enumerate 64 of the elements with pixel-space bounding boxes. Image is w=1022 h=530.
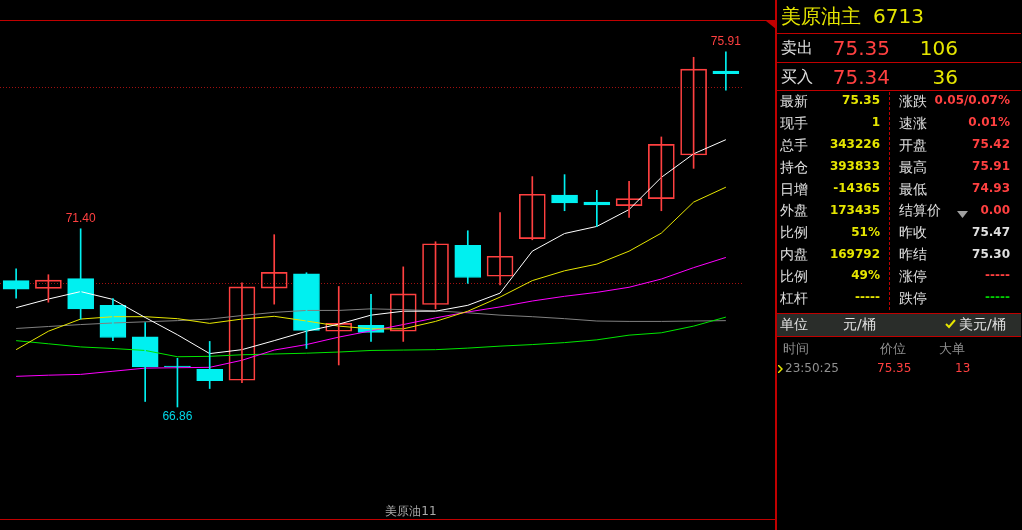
text: 外盘 xyxy=(780,201,808,220)
text: -14365 xyxy=(833,180,880,197)
text: 13 xyxy=(955,361,971,377)
text: 买入 xyxy=(781,66,813,88)
text: ----- xyxy=(985,268,1010,284)
candlestick xyxy=(2,268,30,299)
text: 最低 xyxy=(899,179,927,198)
text: 涨停 xyxy=(899,267,927,286)
candlestick xyxy=(454,230,482,284)
text: 价位 xyxy=(880,340,906,358)
text: 173435 xyxy=(829,202,880,219)
text: 大单 xyxy=(939,340,965,358)
text: 75.91 xyxy=(972,158,1010,175)
text: 时间 xyxy=(783,340,809,358)
text: 36 xyxy=(932,64,958,90)
text: 杠杆 xyxy=(780,289,808,308)
text: 日增 xyxy=(780,179,808,198)
text: 最高 xyxy=(899,157,927,176)
text: 75.34 xyxy=(832,64,890,90)
text: 75.35 xyxy=(877,361,912,377)
text: 现手 xyxy=(780,113,808,132)
text: 1 xyxy=(871,115,880,131)
text: 总手 xyxy=(780,135,808,154)
annotation: 75.91 xyxy=(710,34,742,49)
text: 内盘 xyxy=(780,245,808,264)
annotation: 71.40 xyxy=(65,211,96,226)
text: 比例 xyxy=(780,223,808,242)
text: 速涨 xyxy=(899,113,927,132)
text: 单位 xyxy=(780,314,808,334)
text: 23:50:25 xyxy=(785,361,839,377)
text: 昨结 xyxy=(899,245,927,264)
text: 75.35 xyxy=(832,35,890,61)
text: 343226 xyxy=(829,137,880,153)
text: 元/桶 xyxy=(843,314,876,334)
text: 最新 xyxy=(780,91,808,111)
text: 昨收 xyxy=(899,223,927,242)
text: 结算价 xyxy=(899,201,941,220)
text: 开盘 xyxy=(899,135,927,154)
text: 75.42 xyxy=(972,137,1010,153)
text: 6713 xyxy=(873,4,924,28)
candlestick xyxy=(196,341,224,389)
text: 49% xyxy=(851,268,880,284)
text: 涨跌 xyxy=(899,91,927,111)
text: ----- xyxy=(855,290,880,306)
text: ----- xyxy=(985,290,1010,306)
text: 跌停 xyxy=(899,289,927,308)
text: 75.47 xyxy=(972,224,1010,241)
annotation: 66.86 xyxy=(162,409,193,424)
text: 75.30 xyxy=(972,246,1010,263)
text: 美元/桶 xyxy=(959,314,1006,334)
text: 比例 xyxy=(780,267,808,286)
text: 0.00 xyxy=(980,202,1010,219)
text: 卖出 xyxy=(781,37,813,59)
text: 393833 xyxy=(829,158,880,175)
text: 持仓 xyxy=(780,157,808,176)
text: 0.05/0.07% xyxy=(934,93,1010,109)
text: 51% xyxy=(851,224,880,241)
text: 169792 xyxy=(829,246,880,263)
x-axis-title: 美原油11 xyxy=(385,504,437,519)
text: 74.93 xyxy=(972,180,1010,197)
text: 75.35 xyxy=(842,93,880,109)
text: 美原油主 xyxy=(781,4,861,28)
text: 106 xyxy=(919,35,958,61)
text: 0.01% xyxy=(968,115,1010,131)
